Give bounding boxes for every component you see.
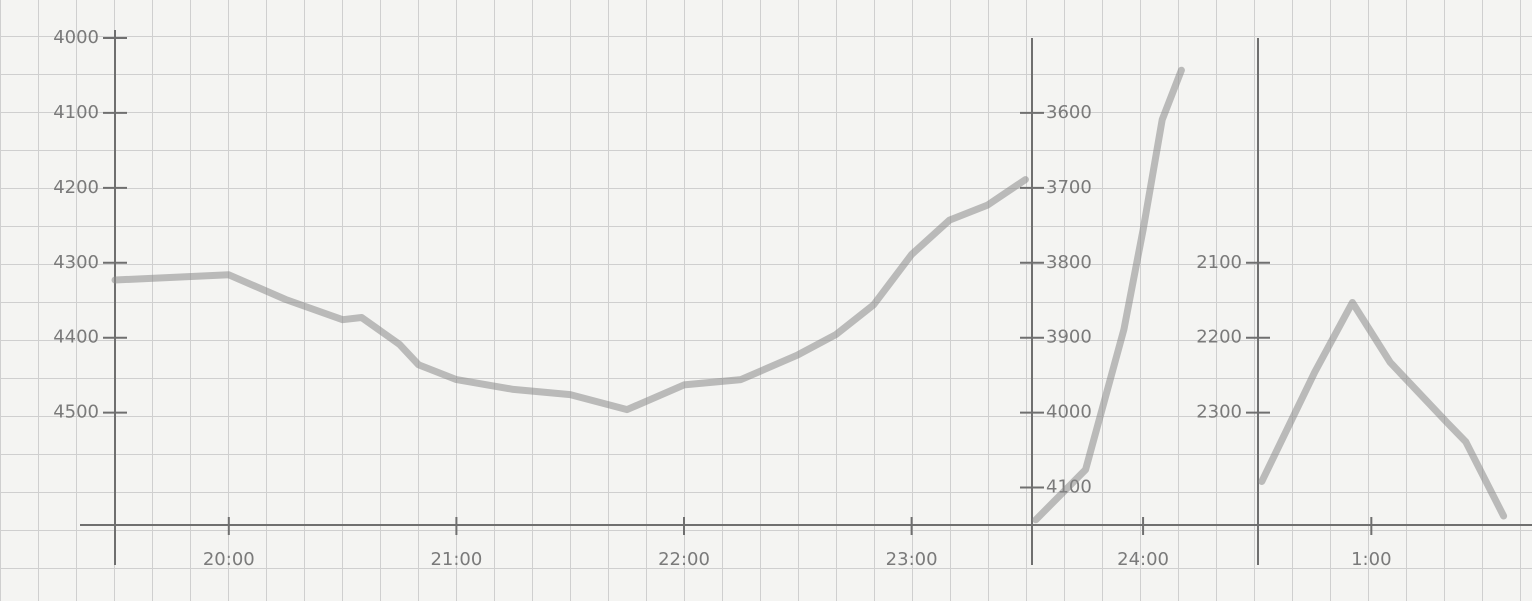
y-tick-label: 3600: [1046, 102, 1092, 123]
y-tick-label: 2100: [1196, 252, 1242, 273]
x-tick-label: 1:00: [1351, 549, 1391, 570]
x-tick-label: 22:00: [658, 549, 710, 570]
y-tick-label: 4000: [1046, 402, 1092, 423]
y-tick-label: 2300: [1196, 402, 1242, 423]
y-tick-label: 4400: [53, 327, 99, 348]
y-tick-label: 2200: [1196, 327, 1242, 348]
y-tick-label: 4000: [53, 27, 99, 48]
data-line: [1032, 66, 1185, 524]
x-tick-label: 21:00: [430, 549, 482, 570]
x-tick-label: 24:00: [1117, 549, 1169, 570]
y-tick-label: 4500: [53, 402, 99, 423]
y-tick-label: 3900: [1046, 327, 1092, 348]
data-line: [1258, 299, 1508, 520]
data-line: [111, 176, 1029, 414]
y-tick-label: 4100: [53, 102, 99, 123]
y-tick-label: 4200: [53, 177, 99, 198]
y-tick-label: 3800: [1046, 252, 1092, 273]
y-tick-label: 3700: [1046, 177, 1092, 198]
x-tick-label: 20:00: [203, 549, 255, 570]
y-tick-label: 4300: [53, 252, 99, 273]
x-tick-label: 23:00: [886, 549, 938, 570]
